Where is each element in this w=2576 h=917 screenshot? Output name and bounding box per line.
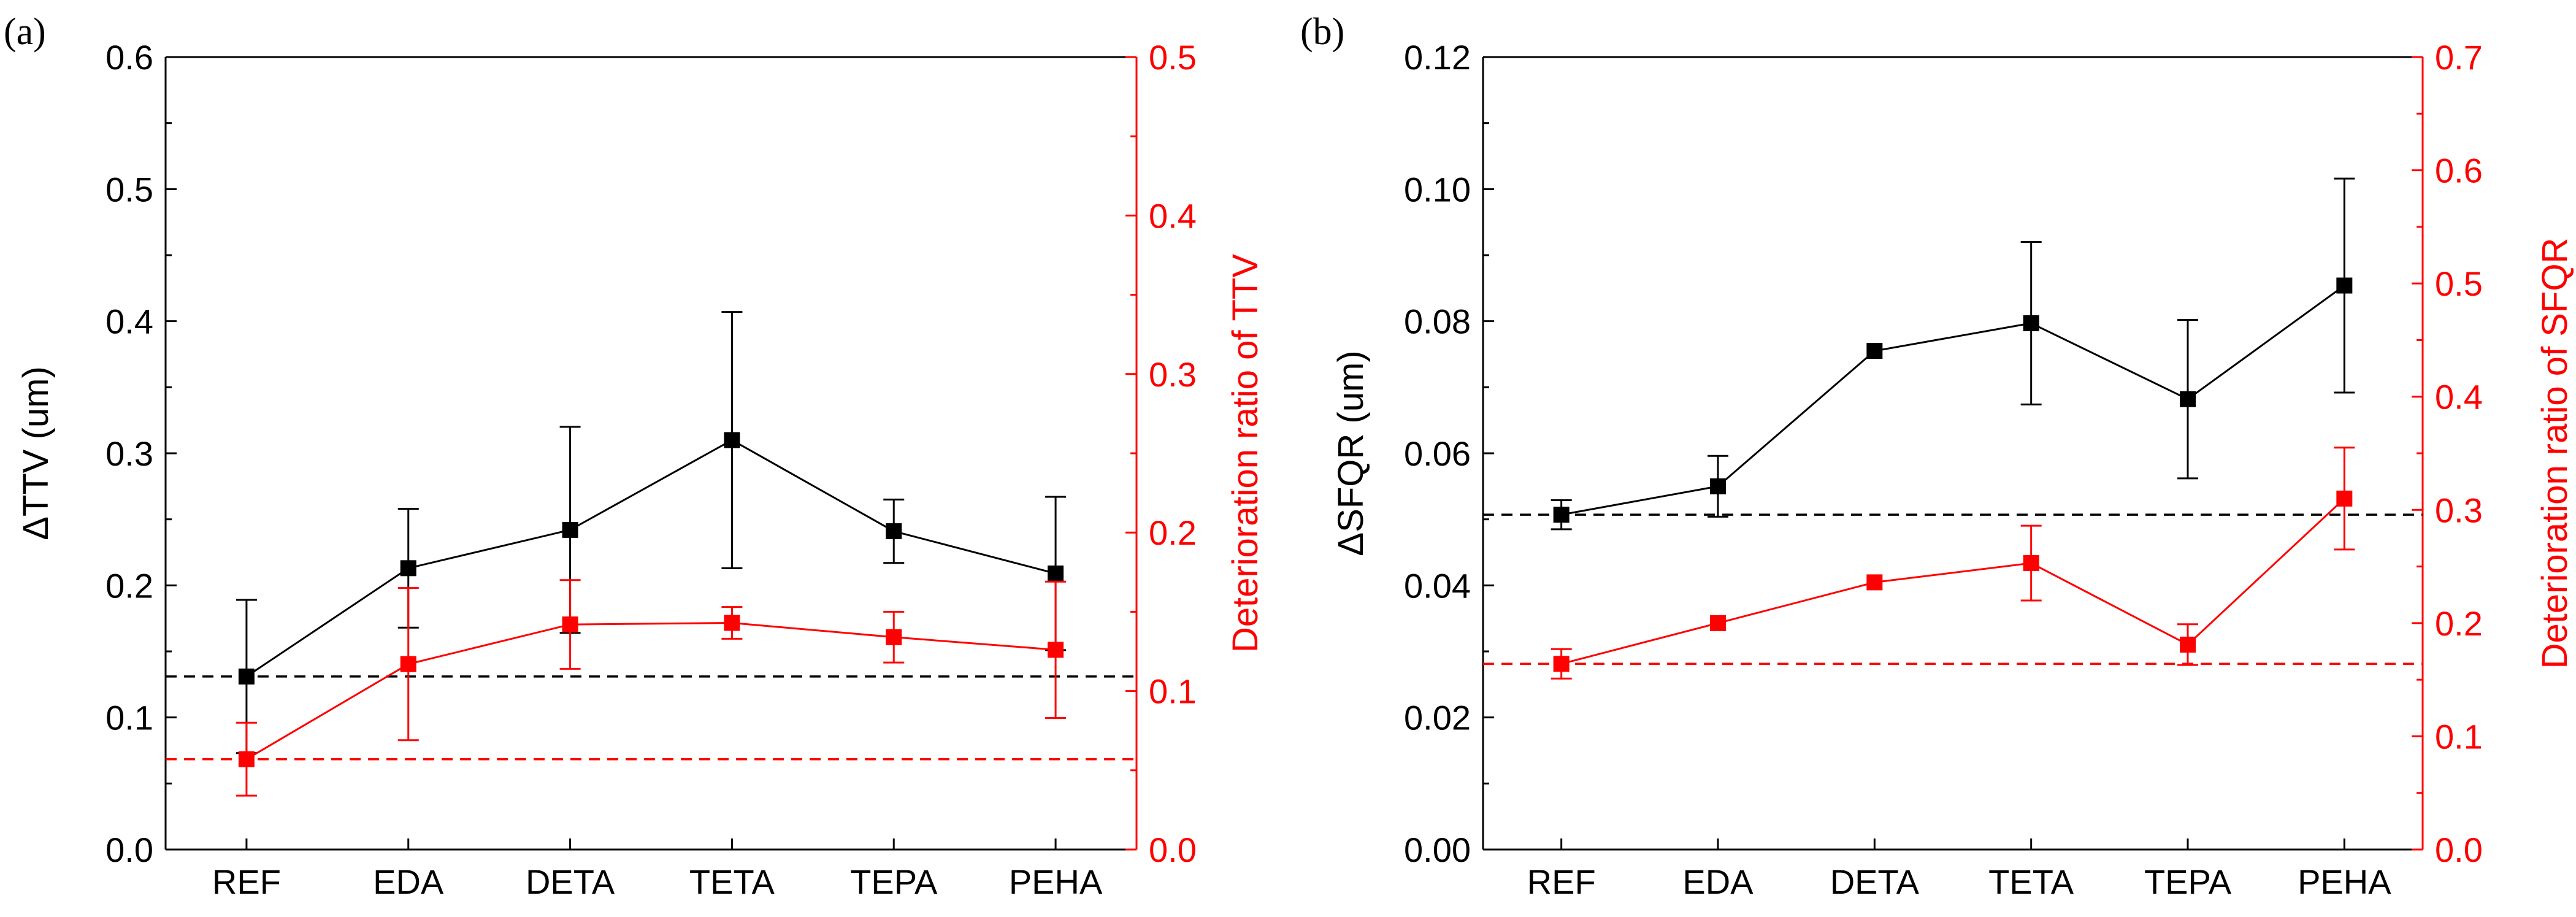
data-point [1048, 565, 1064, 581]
left-tick-label: 0.1 [105, 699, 153, 737]
series-red [166, 579, 1137, 797]
data-point [1710, 478, 1726, 494]
x-tick-label: DETA [1830, 862, 1920, 901]
left-axis-title: ΔTTV (um) [16, 366, 56, 540]
data-point [238, 751, 255, 767]
data-point [2180, 636, 2196, 653]
left-tick-label: 0.12 [1404, 38, 1471, 77]
panel-b: (b) 0.00 0.02 0.04 0.06 0.08 0.10 0.12 0.0 0.1 0.2… [1300, 11, 2575, 901]
x-tick-label: EDA [373, 862, 444, 901]
data-point [1553, 656, 1570, 672]
left-tick-label: 0.0 [105, 831, 153, 869]
right-tick-label: 0.4 [1149, 196, 1197, 235]
right-axis-title: Deterioration ratio of SFQR [2535, 238, 2575, 669]
x-tick-label: REF [212, 862, 281, 901]
left-tick-label: 0.6 [105, 38, 153, 77]
right-tick-label: 0.2 [1149, 513, 1197, 552]
x-tick-label: PEHA [2298, 862, 2391, 901]
right-tick-label: 0.0 [2435, 831, 2483, 869]
right-tick-label: 0.3 [1149, 355, 1197, 394]
data-point [1866, 343, 1883, 359]
data-point [1553, 507, 1570, 523]
left-tick-label: 0.10 [1404, 170, 1471, 209]
data-point [886, 523, 902, 540]
left-tick-label: 0.02 [1404, 699, 1471, 737]
data-point [2023, 555, 2039, 572]
right-tick-label: 0.1 [1149, 672, 1197, 711]
right-tick-label: 0.1 [2435, 717, 2483, 756]
series-line [246, 621, 1056, 761]
right-tick-label: 0.7 [2435, 38, 2483, 77]
right-tick-label: 0.5 [2435, 264, 2483, 303]
right-tick-label: 0.2 [2435, 604, 2483, 643]
data-point [1710, 615, 1726, 631]
right-axis-title: Deterioration ratio of TTV [1225, 254, 1265, 653]
panel-a: (a) 0.0 0.1 0.2 0.3 0.4 0.5 0.6 0.0 0.1 0.2 0.3 0.4 0… [4, 11, 1265, 901]
right-tick-label: 0.4 [2435, 378, 2483, 416]
panel-label: (b) [1300, 11, 1344, 53]
data-point [562, 521, 578, 538]
left-tick-label: 0.3 [105, 434, 153, 473]
left-tick-label: 0.5 [105, 170, 153, 209]
series-black [1483, 177, 2423, 531]
left-tick-label: 0.4 [105, 302, 153, 341]
data-point [2336, 277, 2353, 294]
data-point [2336, 490, 2353, 507]
data-point [724, 615, 740, 631]
left-tick-label: 0.2 [105, 566, 153, 605]
x-tick-label: TETA [689, 862, 775, 901]
x-tick-label: EDA [1682, 862, 1754, 901]
right-tick-label: 0.5 [1149, 38, 1197, 77]
left-tick-label: 0.04 [1404, 566, 1471, 605]
data-point [1048, 642, 1064, 658]
x-tick-label: TETA [1988, 862, 2074, 901]
data-point [886, 629, 902, 645]
data-point [400, 656, 416, 672]
series-line [1561, 285, 2345, 516]
series-black [166, 311, 1137, 754]
x-tick-label: DETA [526, 862, 615, 901]
data-point [2023, 315, 2039, 331]
left-tick-label: 0.00 [1404, 831, 1471, 869]
data-point [238, 668, 255, 685]
data-point [400, 560, 416, 577]
data-point [2180, 391, 2196, 407]
series-line [1561, 497, 2345, 665]
x-tick-label: TEPA [2144, 862, 2232, 901]
left-tick-label: 0.08 [1404, 302, 1471, 341]
series-line [246, 439, 1056, 678]
left-tick-label: 0.06 [1404, 434, 1471, 473]
x-tick-label: PEHA [1009, 862, 1103, 901]
data-point [724, 432, 740, 448]
panel-label: (a) [4, 11, 46, 53]
right-tick-label: 0.0 [1149, 831, 1197, 869]
x-tick-label: TEPA [850, 862, 938, 901]
data-point [562, 616, 578, 633]
series-red [1483, 447, 2423, 680]
data-point [1866, 574, 1883, 591]
right-tick-label: 0.3 [2435, 491, 2483, 529]
x-tick-label: REF [1527, 862, 1596, 901]
right-tick-label: 0.6 [2435, 152, 2483, 190]
left-axis-title: ΔSFQR (um) [1331, 350, 1371, 556]
